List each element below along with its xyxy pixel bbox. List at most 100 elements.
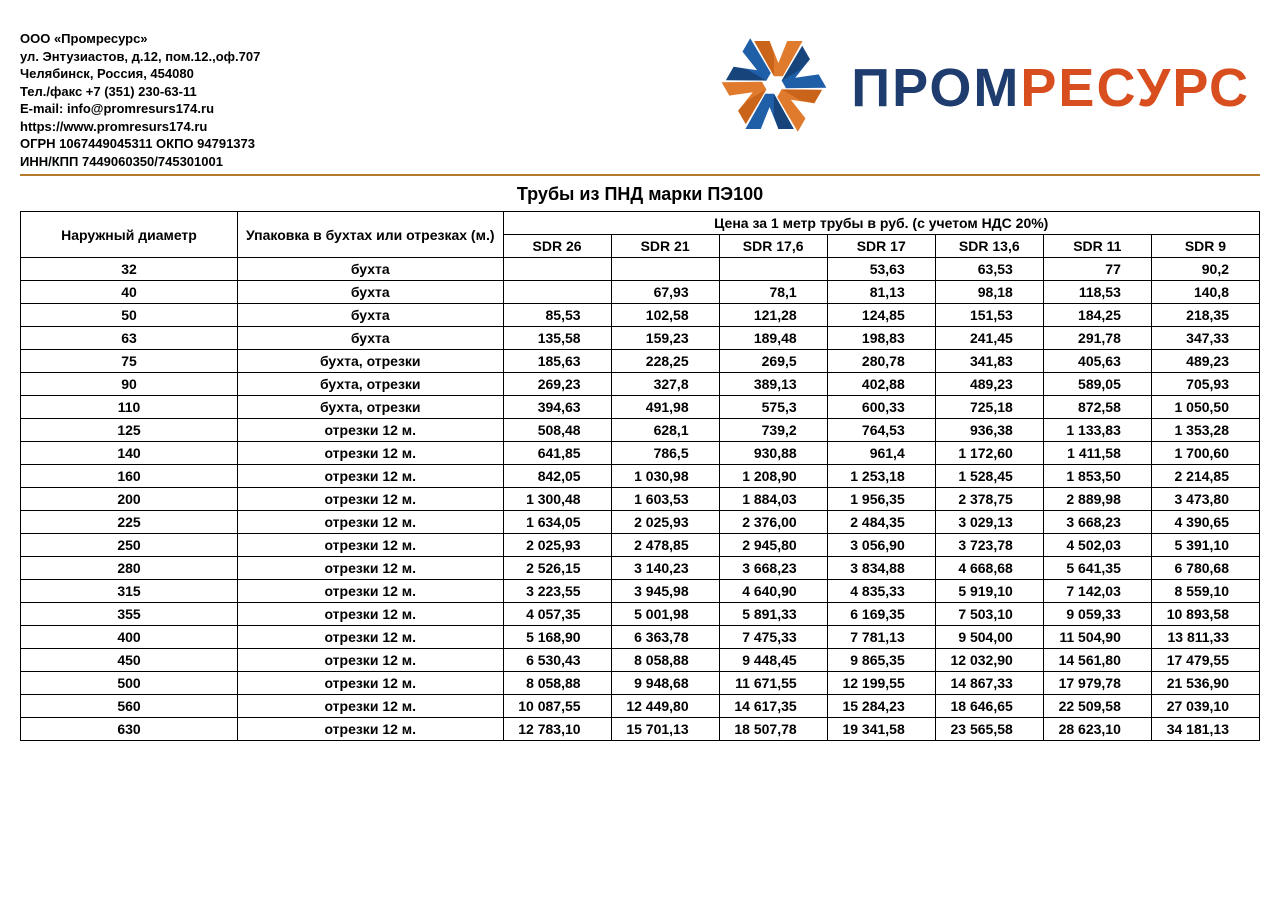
cell-price: 269,5 [719,350,827,373]
cell-price: 725,18 [935,396,1043,419]
cell-price: 930,88 [719,442,827,465]
header-sdr-0: SDR 26 [503,235,611,258]
header-sdr-6: SDR 9 [1151,235,1259,258]
cell-packaging: отрезки 12 м. [238,718,504,741]
cell-price: 8 559,10 [1151,580,1259,603]
cell-price: 5 919,10 [935,580,1043,603]
cell-price: 135,58 [503,327,611,350]
cell-price: 641,85 [503,442,611,465]
cell-price: 5 001,98 [611,603,719,626]
cell-price: 9 504,00 [935,626,1043,649]
cell-price: 405,63 [1043,350,1151,373]
header-sdr-3: SDR 17 [827,235,935,258]
logo-text-part2: РЕСУРС [1020,58,1250,118]
price-table-head: Наружный диаметр Упаковка в бухтах или о… [21,212,1260,258]
cell-diameter: 110 [21,396,238,419]
cell-price: 327,8 [611,373,719,396]
cell-price: 280,78 [827,350,935,373]
cell-price: 11 504,90 [1043,626,1151,649]
cell-price [503,281,611,304]
cell-price: 2 025,93 [611,511,719,534]
cell-packaging: отрезки 12 м. [238,419,504,442]
cell-price: 15 284,23 [827,695,935,718]
cell-price: 53,63 [827,258,935,281]
cell-price: 3 029,13 [935,511,1043,534]
table-row: 110бухта, отрезки394,63491,98575,3600,33… [21,396,1260,419]
company-ogrn: ОГРН 1067449045311 ОКПО 94791373 [20,135,260,153]
cell-price: 8 058,88 [503,672,611,695]
company-info-block: ООО «Промресурс» ул. Энтузиастов, д.12, … [20,30,260,170]
cell-price: 402,88 [827,373,935,396]
cell-diameter: 40 [21,281,238,304]
letterhead-header: ООО «Промресурс» ул. Энтузиастов, д.12, … [20,30,1260,176]
table-row: 630отрезки 12 м.12 783,1015 701,1318 507… [21,718,1260,741]
cell-price: 7 475,33 [719,626,827,649]
cell-price: 10 087,55 [503,695,611,718]
cell-diameter: 63 [21,327,238,350]
cell-price: 102,58 [611,304,719,327]
cell-price: 2 945,80 [719,534,827,557]
cell-packaging: отрезки 12 м. [238,488,504,511]
cell-price: 3 723,78 [935,534,1043,557]
cell-price: 12 783,10 [503,718,611,741]
cell-price: 1 956,35 [827,488,935,511]
cell-price: 63,53 [935,258,1043,281]
cell-price: 7 781,13 [827,626,935,649]
cell-price: 786,5 [611,442,719,465]
company-email: E-mail: info@promresurs174.ru [20,100,260,118]
cell-price: 14 561,80 [1043,649,1151,672]
cell-price: 189,48 [719,327,827,350]
cell-price: 394,63 [503,396,611,419]
company-address2: Челябинск, Россия, 454080 [20,65,260,83]
cell-price: 1 030,98 [611,465,719,488]
cell-price: 2 376,00 [719,511,827,534]
logo-block: ПРОМРЕСУРС [719,30,1260,145]
table-row: 75бухта, отрезки185,63228,25269,5280,783… [21,350,1260,373]
cell-packaging: бухта [238,258,504,281]
cell-price: 489,23 [1151,350,1259,373]
cell-price: 159,23 [611,327,719,350]
cell-price: 12 199,55 [827,672,935,695]
cell-price: 589,05 [1043,373,1151,396]
table-row: 450отрезки 12 м.6 530,438 058,889 448,45… [21,649,1260,672]
cell-price: 184,25 [1043,304,1151,327]
cell-price: 198,83 [827,327,935,350]
table-row: 280отрезки 12 м.2 526,153 140,233 668,23… [21,557,1260,580]
cell-price: 8 058,88 [611,649,719,672]
cell-price: 1 853,50 [1043,465,1151,488]
table-row: 315отрезки 12 м.3 223,553 945,984 640,90… [21,580,1260,603]
cell-price: 3 223,55 [503,580,611,603]
snowflake-icon [719,30,829,145]
cell-diameter: 125 [21,419,238,442]
cell-price: 140,8 [1151,281,1259,304]
cell-price: 98,18 [935,281,1043,304]
cell-diameter: 500 [21,672,238,695]
cell-diameter: 75 [21,350,238,373]
cell-price: 491,98 [611,396,719,419]
table-row: 560отрезки 12 м.10 087,5512 449,8014 617… [21,695,1260,718]
table-row: 250отрезки 12 м.2 025,932 478,852 945,80… [21,534,1260,557]
cell-packaging: бухта [238,281,504,304]
cell-price: 628,1 [611,419,719,442]
cell-price: 28 623,10 [1043,718,1151,741]
header-diameter: Наружный диаметр [21,212,238,258]
cell-diameter: 450 [21,649,238,672]
cell-packaging: бухта, отрезки [238,396,504,419]
cell-price: 17 979,78 [1043,672,1151,695]
table-row: 90бухта, отрезки269,23327,8389,13402,884… [21,373,1260,396]
table-row: 63бухта135,58159,23189,48198,83241,45291… [21,327,1260,350]
cell-price: 218,35 [1151,304,1259,327]
header-sdr-1: SDR 21 [611,235,719,258]
cell-diameter: 225 [21,511,238,534]
cell-packaging: отрезки 12 м. [238,626,504,649]
cell-price: 34 181,13 [1151,718,1259,741]
cell-price: 12 449,80 [611,695,719,718]
cell-price: 842,05 [503,465,611,488]
cell-price: 3 668,23 [1043,511,1151,534]
cell-price: 10 893,58 [1151,603,1259,626]
cell-diameter: 630 [21,718,238,741]
cell-packaging: отрезки 12 м. [238,442,504,465]
cell-price [719,258,827,281]
cell-price: 185,63 [503,350,611,373]
cell-price: 1 700,60 [1151,442,1259,465]
